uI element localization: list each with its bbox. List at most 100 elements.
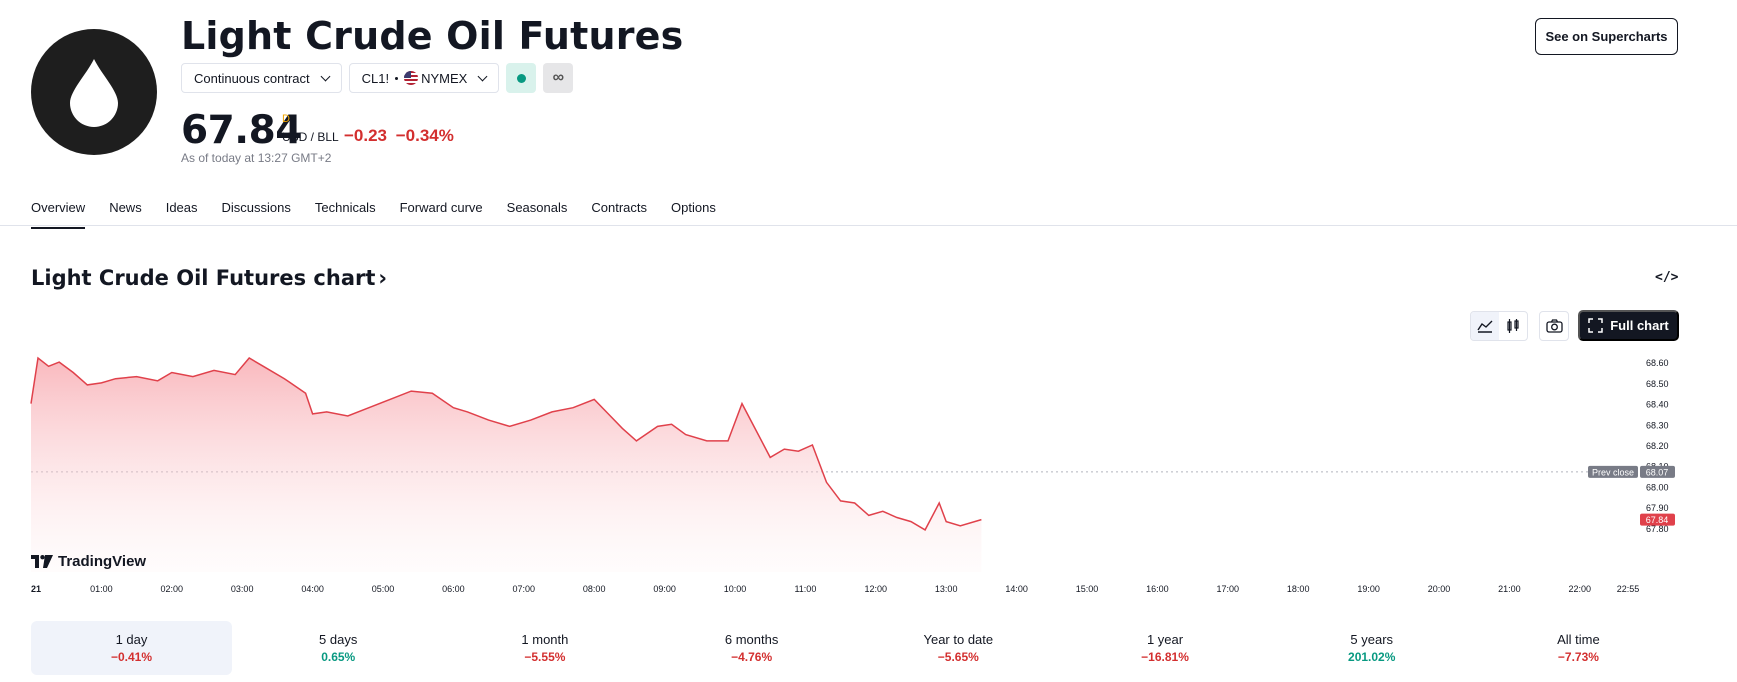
x-tick-label: 19:00 (1357, 584, 1380, 594)
x-tick-label: 22:00 (1569, 584, 1592, 594)
prev-close-label-bg (1588, 465, 1638, 478)
page-title: Light Crude Oil Futures (181, 14, 684, 58)
x-tick-label: 07:00 (513, 584, 536, 594)
x-tick-label: 04:00 (301, 584, 324, 594)
price-area-fill (31, 358, 982, 572)
period-5-years[interactable]: 5 years 201.02% (1271, 621, 1472, 675)
period-change: −7.73% (1557, 650, 1599, 664)
x-tick-label: 21 (31, 584, 41, 594)
period-label: 1 year (1146, 632, 1184, 647)
x-tick-label: 20:00 (1428, 584, 1451, 594)
tab-forward-curve[interactable]: Forward curve (399, 200, 483, 215)
y-tick-label: 68.60 (1646, 358, 1669, 368)
period-label: 1 day (115, 632, 148, 647)
last-price: 67.84 (181, 108, 302, 153)
symbol-logo (31, 29, 157, 155)
tab-news[interactable]: News (109, 200, 142, 215)
period-change: −4.76% (731, 650, 773, 664)
contract-selector[interactable]: Continuous contract (181, 63, 342, 93)
see-on-supercharts-button[interactable]: See on Supercharts (1535, 18, 1678, 55)
period-label: 1 month (521, 632, 569, 647)
period-6-months[interactable]: 6 months −4.76% (651, 621, 852, 675)
area-chart-icon (1477, 320, 1493, 333)
market-status-dot-icon (516, 73, 526, 83)
tradingview-logo-icon (31, 555, 53, 568)
period-change: −16.81% (1141, 650, 1189, 664)
x-tick-label: 09:00 (653, 584, 676, 594)
x-tick-label: 15:00 (1076, 584, 1099, 594)
market-open-status[interactable] (506, 63, 537, 93)
tab-discussions[interactable]: Discussions (221, 200, 291, 215)
x-tick-label: 02:00 (161, 584, 184, 594)
x-tick-label: 12:00 (865, 584, 888, 594)
period-1-year[interactable]: 1 year −16.81% (1065, 621, 1266, 675)
chevron-down-icon (320, 71, 331, 81)
prev-close-label: Prev close (1592, 467, 1634, 477)
exchange-selector[interactable]: CL1! NYMEX (348, 63, 500, 93)
contract-selector-label: Continuous contract (194, 70, 310, 86)
price-series-line (30, 356, 982, 531)
performance-periods: 1 day −0.41% 5 days 0.65% 1 month −5.55% 6 mon… (31, 621, 1679, 675)
y-tick-label: 68.50 (1646, 379, 1669, 389)
tab-overview[interactable]: Overview (31, 200, 86, 229)
period-year-to-date[interactable]: Year to date −5.65% (858, 621, 1059, 675)
tab-contracts[interactable]: Contracts (591, 200, 648, 215)
camera-icon (1545, 319, 1563, 333)
price-chart[interactable]: 68.6068.5068.4068.3068.2068.1068.0067.90… (0, 350, 1737, 600)
price-flag: D (282, 113, 290, 125)
candles-style-button[interactable] (1499, 312, 1527, 340)
price-change: −0.23 −0.34% (344, 126, 454, 146)
tab-technicals[interactable]: Technicals (314, 200, 376, 215)
full-chart-button[interactable]: Full chart (1578, 310, 1679, 341)
x-tick-label: 14:00 (1005, 584, 1028, 594)
chevron-down-icon (477, 71, 488, 81)
period-change: −5.55% (524, 650, 566, 664)
area-style-button[interactable] (1471, 312, 1499, 340)
x-tick-label: 13:00 (935, 584, 958, 594)
symbol-chips: Continuous contract CL1! NYMEX ∞ (181, 63, 574, 93)
period-label: 6 months (724, 632, 779, 647)
infinity-icon: ∞ (552, 69, 565, 86)
y-tick-label: 67.80 (1646, 524, 1669, 534)
period-label: 5 days (319, 632, 358, 647)
period-change: −5.65% (937, 650, 979, 664)
ticker-label: CL1! (361, 70, 390, 86)
x-tick-label: 03:00 (231, 584, 254, 594)
last-price-marker (1640, 513, 1675, 526)
price-change-pct: −0.34% (395, 126, 454, 145)
section-tabs: Overview News Ideas Discussions Technicals Fo… (31, 200, 716, 229)
period-change: 201.02% (1348, 650, 1396, 664)
chart-title-link[interactable]: Light Crude Oil Futures chart › (31, 266, 387, 290)
period-1-month[interactable]: 1 month −5.55% (444, 621, 645, 675)
period-label: Year to date (923, 632, 994, 647)
exchange-label: NYMEX (421, 70, 468, 86)
x-tick-label: 06:00 (442, 584, 465, 594)
y-tick-label: 68.30 (1646, 420, 1669, 430)
us-flag-icon (404, 71, 419, 85)
period-all-time[interactable]: All time −7.73% (1478, 621, 1679, 675)
price-change-abs: −0.23 (344, 126, 388, 145)
x-tick-label: 11:00 (794, 584, 816, 594)
tab-seasonals[interactable]: Seasonals (506, 200, 568, 215)
x-tick-label: 22:55 (1617, 584, 1640, 594)
separator-dot (395, 76, 399, 80)
tradingview-brand: TradingView (31, 553, 146, 570)
continuous-status[interactable]: ∞ (543, 63, 574, 93)
period-1-day[interactable]: 1 day −0.41% (31, 621, 232, 675)
embed-code-icon[interactable]: </> (1655, 270, 1679, 285)
chart-title: Light Crude Oil Futures chart (31, 266, 376, 290)
as-of-timestamp: As of today at 13:27 GMT+2 (181, 151, 332, 165)
period-change: −0.41% (110, 650, 153, 664)
tab-ideas[interactable]: Ideas (165, 200, 198, 215)
price-unit: USD / BLL (282, 130, 339, 144)
prev-close-value: 68.07 (1646, 467, 1669, 477)
period-5-days[interactable]: 5 days 0.65% (238, 621, 439, 675)
chart-style-toggle (1470, 311, 1528, 341)
snapshot-button[interactable] (1539, 311, 1569, 341)
period-label: All time (1557, 632, 1600, 647)
tab-options[interactable]: Options (671, 200, 716, 215)
y-tick-label: 67.90 (1646, 503, 1669, 513)
prev-close-value-bg (1640, 465, 1675, 478)
fullscreen-icon (1588, 318, 1603, 333)
x-tick-label: 08:00 (583, 584, 606, 594)
